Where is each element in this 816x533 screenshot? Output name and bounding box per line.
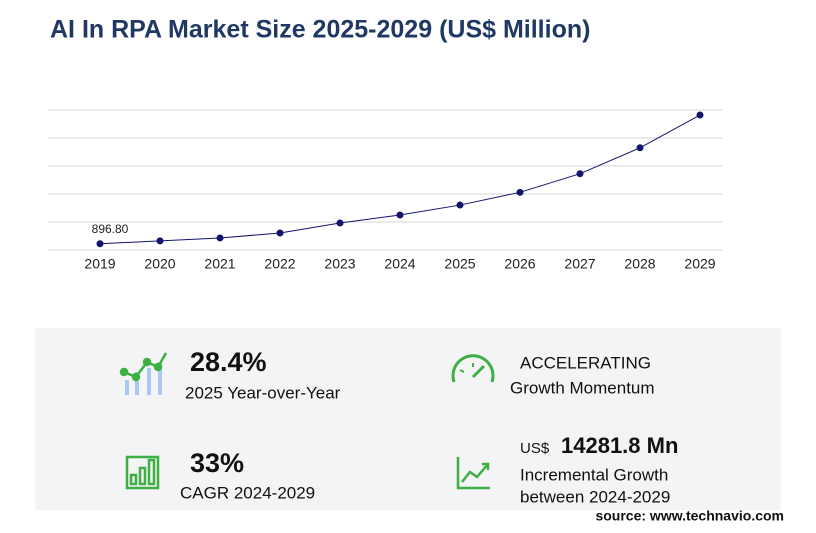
x-tick-label: 2019 — [84, 256, 115, 272]
incremental-value: 14281.8 Mn — [561, 433, 678, 458]
point — [216, 234, 224, 242]
x-tick-label: 2024 — [384, 256, 415, 272]
incremental-label: Incremental Growth — [520, 465, 668, 484]
yoy-value: 28.4% — [190, 347, 267, 377]
x-tick-label: 2020 — [144, 256, 175, 272]
point — [96, 240, 104, 248]
x-tick-label: 2029 — [684, 256, 715, 272]
point — [636, 144, 644, 152]
yoy-icon — [119, 352, 168, 395]
point — [156, 237, 164, 245]
x-tick-label: 2022 — [264, 256, 295, 272]
point — [696, 111, 704, 119]
growth-icon — [456, 457, 490, 490]
point — [456, 201, 464, 209]
incremental-unit: US$ — [520, 440, 550, 457]
point — [516, 188, 524, 196]
x-tick-label: 2021 — [204, 256, 235, 272]
momentum-value: ACCELERATING — [520, 353, 651, 372]
momentum-label: Growth Momentum — [510, 378, 655, 397]
source: source: www.technavio.com — [595, 508, 784, 524]
chart-title: AI In RPA Market Size 2025-2029 (US$ Mil… — [50, 16, 590, 44]
series-line — [99, 114, 701, 245]
x-tick-label: 2027 — [564, 256, 595, 272]
stats-panel — [35, 328, 781, 510]
data-label: 896.80 — [92, 222, 129, 236]
point — [396, 211, 404, 219]
gauge-icon — [451, 354, 495, 383]
point — [576, 170, 584, 178]
cagr-icon — [125, 455, 160, 490]
plot: 2019 2020 2021 2022 2023 2024 2025 2026 2027 2028… — [48, 109, 722, 272]
x-tick-label: 2025 — [444, 256, 475, 272]
yoy-label: 2025 Year-over-Year — [185, 383, 341, 402]
x-tick-label: 2023 — [324, 256, 355, 272]
point — [336, 219, 344, 227]
incremental-label2: between 2024-2029 — [520, 487, 670, 506]
x-tick-label: 2026 — [504, 256, 535, 272]
x-tick-label: 2028 — [624, 256, 655, 272]
cagr-value: 33% — [190, 448, 244, 478]
point — [276, 229, 284, 237]
cagr-label: CAGR 2024-2029 — [180, 483, 315, 502]
